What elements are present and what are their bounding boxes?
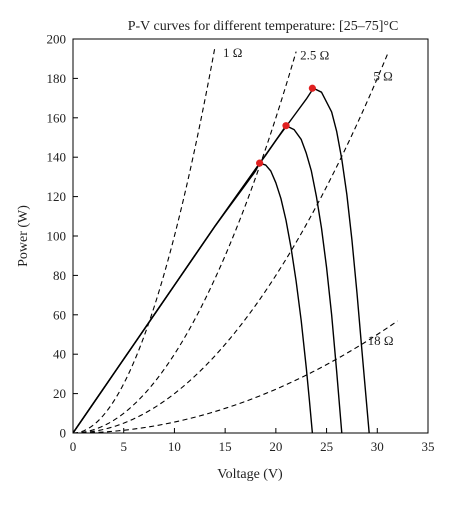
y-tick-label: 100: [47, 229, 67, 244]
x-tick-label: 15: [219, 439, 232, 454]
x-tick-label: 30: [371, 439, 384, 454]
mpp-point: [308, 84, 316, 92]
plot-frame: [72, 38, 429, 434]
x-tick-label: 5: [120, 439, 127, 454]
y-tick-label: 180: [47, 71, 67, 86]
pv-curve: [73, 162, 314, 433]
y-tick-label: 200: [47, 32, 67, 47]
load-line: [73, 46, 216, 433]
load-line-label: 18 Ω: [368, 333, 394, 348]
load-line-label: 5 Ω: [373, 68, 392, 83]
y-tick-label: 0: [60, 426, 67, 441]
pv-curve: [73, 124, 343, 433]
chart-title: P-V curves for different temperature: [2…: [128, 19, 399, 34]
x-tick-label: 20: [269, 439, 282, 454]
x-tick-label: 0: [70, 439, 77, 454]
x-tick-label: 25: [320, 439, 333, 454]
load-line: [73, 54, 388, 433]
y-axis-label: Power (W): [16, 205, 31, 267]
y-tick-label: 160: [47, 110, 67, 125]
x-tick-label: 35: [422, 439, 435, 454]
load-line-label: 2.5 Ω: [300, 48, 329, 63]
mpp-point: [282, 122, 290, 130]
plot-area: 1 Ω 2.5 Ω 5 Ω 18 Ω: [73, 45, 398, 433]
y-tick-label: 20: [53, 386, 66, 401]
pv-curve: [73, 87, 370, 433]
y-tick-label: 60: [53, 307, 66, 322]
y-tick-label: 40: [53, 347, 66, 362]
x-tick-label: 10: [168, 439, 181, 454]
load-line: [73, 320, 398, 433]
y-tick-label: 80: [53, 268, 66, 283]
load-line-label: 1 Ω: [223, 45, 242, 60]
y-tick-label: 140: [47, 150, 67, 165]
y-tick-label: 120: [47, 189, 67, 204]
plot-content: [73, 46, 398, 433]
mpp-point: [256, 159, 264, 167]
axes: 0 5 10 15 20 25 30 35 0 20 40 60 80 100 120 140 160 180 20…: [47, 32, 435, 455]
load-line: [73, 51, 297, 433]
x-axis-label: Voltage (V): [217, 467, 283, 482]
